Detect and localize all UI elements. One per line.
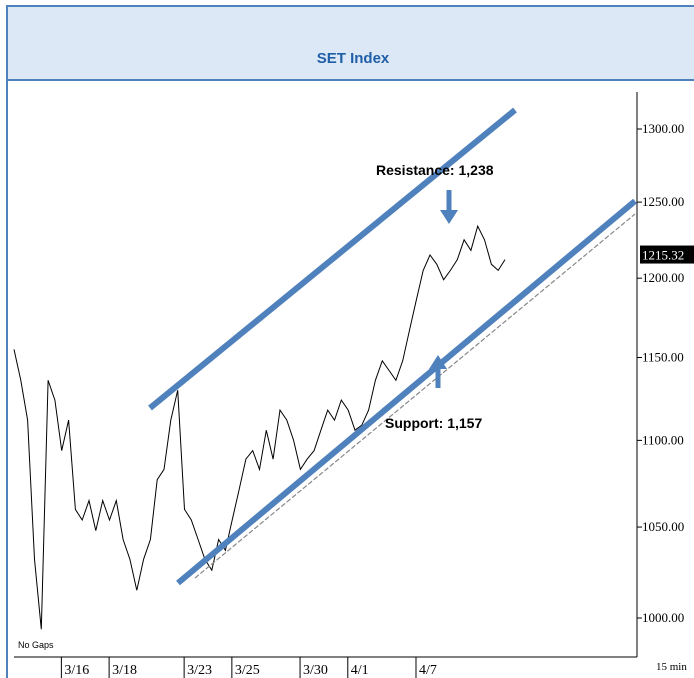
arrow-up-head <box>429 355 447 369</box>
chart-title: SET Index <box>317 50 390 67</box>
resistance-channel <box>148 107 517 411</box>
y-tick-label: 1100.00 <box>642 432 684 447</box>
y-tick-label: 1250.00 <box>642 194 684 209</box>
trend-line <box>194 213 636 579</box>
gaps-label: No Gaps <box>18 640 54 650</box>
x-tick-label: 4/1 <box>351 663 369 678</box>
x-tick-label: 3/25 <box>235 663 260 678</box>
x-tick-label: 3/16 <box>64 663 89 678</box>
x-tick-label: 3/30 <box>303 663 328 678</box>
y-tick-label: 1150.00 <box>642 350 684 365</box>
frame <box>6 5 694 678</box>
last-price-label: 1215.32 <box>642 248 684 263</box>
y-tick-label: 1000.00 <box>642 610 684 625</box>
y-tick-label: 1200.00 <box>642 270 684 285</box>
support-channel <box>176 198 637 586</box>
last-price-box <box>640 245 694 264</box>
support-label: Support: 1,157 <box>385 415 482 431</box>
header <box>8 7 694 80</box>
resistance-label: Resistance: 1,238 <box>376 162 494 178</box>
interval-label: 15 min <box>656 661 687 673</box>
x-tick-label: 4/7 <box>419 663 437 678</box>
x-tick-label: 3/23 <box>187 663 212 678</box>
arrow-down-head <box>440 210 458 224</box>
y-tick-label: 1050.00 <box>642 519 684 534</box>
y-tick-label: 1300.00 <box>642 121 684 136</box>
x-tick-label: 3/18 <box>112 663 137 678</box>
price-line <box>13 224 506 630</box>
